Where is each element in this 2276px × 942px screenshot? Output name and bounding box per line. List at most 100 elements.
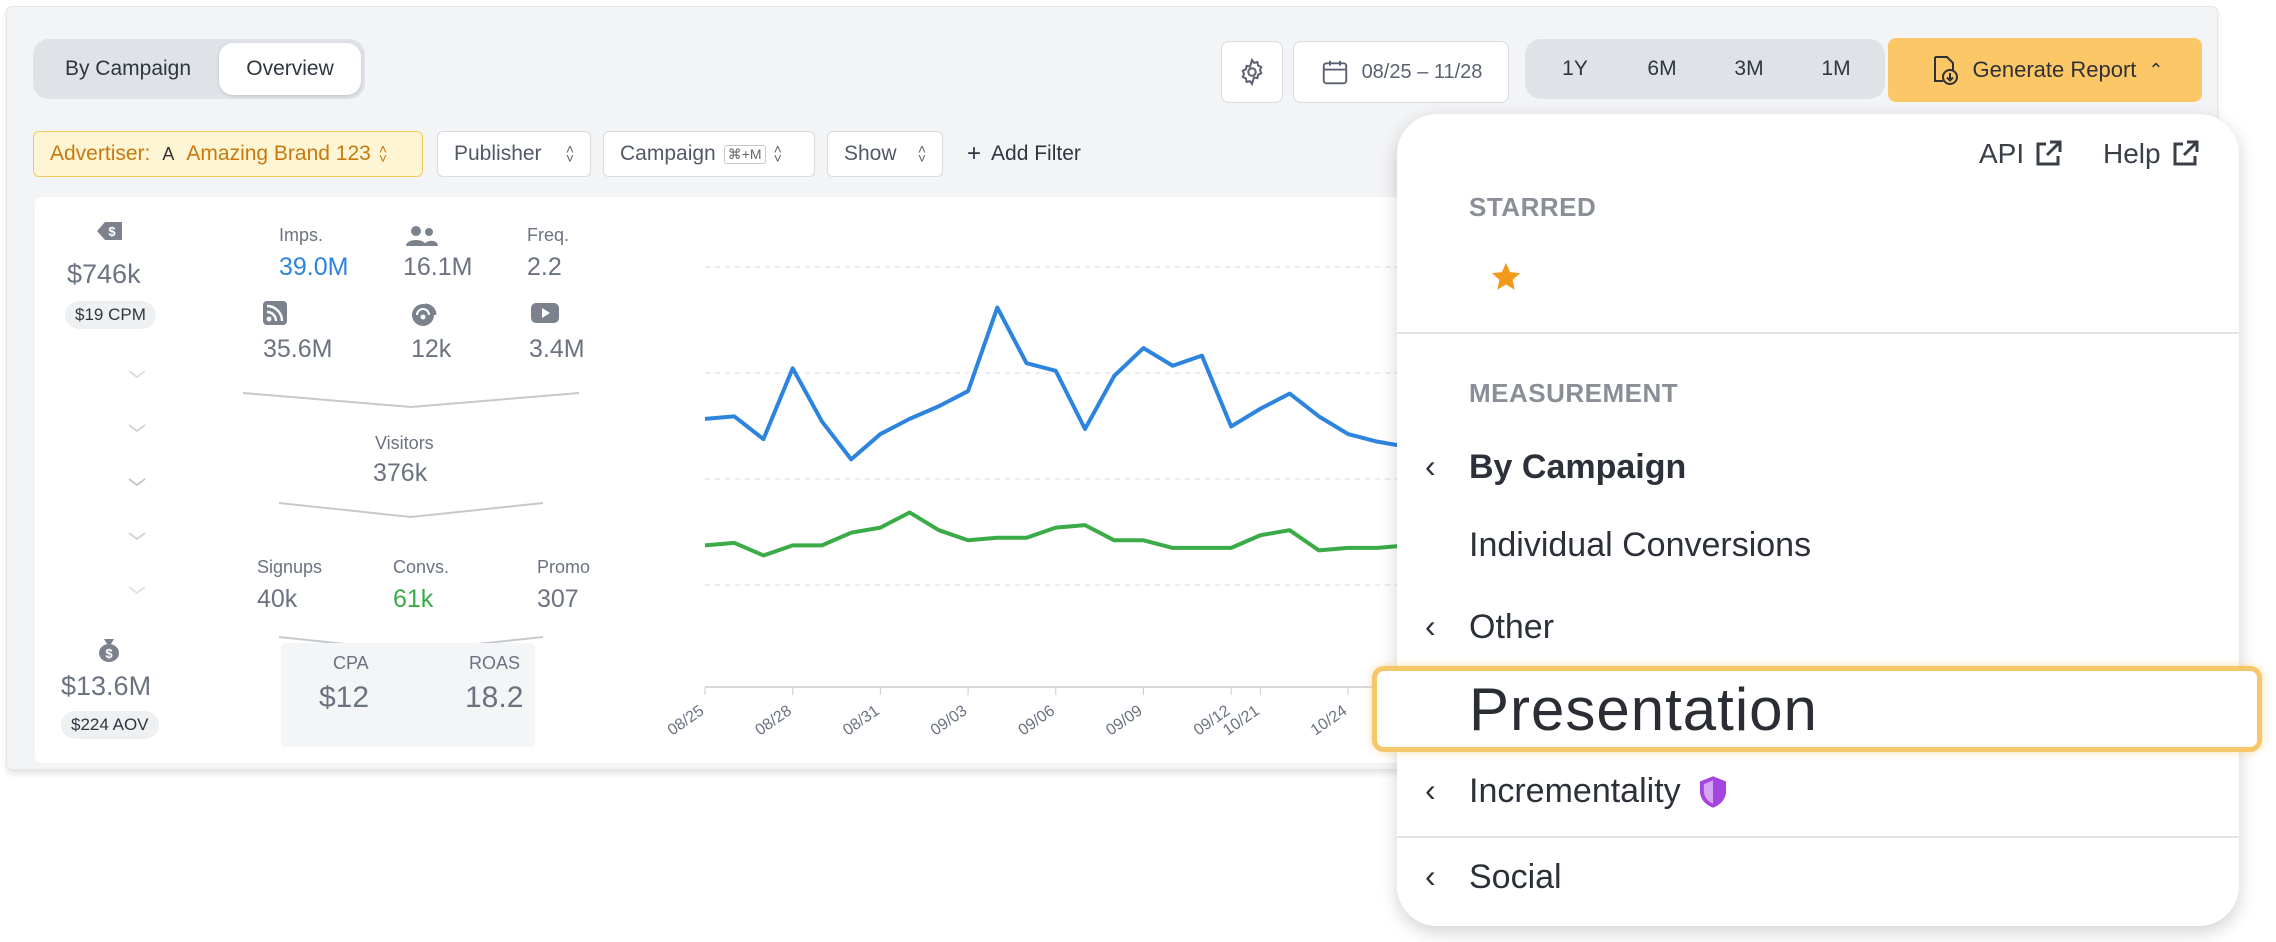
roas-value: 18.2 xyxy=(465,681,523,715)
advertiser-label: Advertiser: xyxy=(50,142,150,166)
chevron-up-icon: ⌃ xyxy=(2148,60,2163,81)
menu-item-incrementality[interactable]: Incrementality xyxy=(1469,772,1729,811)
visitors-label: Visitors xyxy=(375,433,434,454)
star-icon[interactable] xyxy=(1489,260,1523,294)
line-chart: 08/2508/2808/3109/0309/0609/0909/1210/21… xyxy=(665,217,1485,757)
tab-by-campaign[interactable]: By Campaign xyxy=(37,43,219,95)
imps-value: 39.0M xyxy=(279,253,348,282)
cpm-badge: $19 CPM xyxy=(65,301,156,329)
show-filter[interactable]: Show ˄˅ xyxy=(827,131,943,177)
promo-label: Promo xyxy=(537,557,590,578)
series-line-1 xyxy=(705,512,1465,555)
menu-item-other[interactable]: Other xyxy=(1469,608,1554,647)
menu-item-individual-conversions[interactable]: Individual Conversions xyxy=(1469,526,1811,565)
podcast-value: 12k xyxy=(411,335,451,364)
date-range-picker[interactable]: 08/25 – 11/28 xyxy=(1293,41,1509,103)
x-tick-label: 10/24 xyxy=(1308,702,1351,739)
series-line-0 xyxy=(705,308,1465,460)
chevron-down-icon xyxy=(127,477,147,487)
cpa-roas-box: CPA $12 ROAS 18.2 xyxy=(281,643,535,747)
podcast-icon xyxy=(411,299,441,327)
shield-icon xyxy=(1697,775,1729,809)
price-tag-icon: $ xyxy=(93,219,125,243)
chevron-left-icon: ‹ xyxy=(1425,608,1436,645)
menu-divider xyxy=(1397,332,2239,334)
x-tick-label: 09/06 xyxy=(1016,702,1059,739)
external-link-icon xyxy=(2169,138,2201,170)
publisher-filter[interactable]: Publisher ˄˅ xyxy=(437,131,591,177)
range-1m[interactable]: 1M xyxy=(1793,43,1879,95)
chevron-left-icon: ‹ xyxy=(1425,448,1436,485)
advertiser-value: Amazing Brand 123 xyxy=(186,142,370,166)
x-tick-label: 09/09 xyxy=(1103,702,1146,739)
rss-value: 35.6M xyxy=(263,335,332,364)
tab-overview[interactable]: Overview xyxy=(219,43,361,95)
convs-label: Convs. xyxy=(393,557,449,578)
gear-icon xyxy=(1237,57,1267,87)
starred-header: STARRED xyxy=(1469,192,1596,223)
range-1y[interactable]: 1Y xyxy=(1531,43,1619,95)
chevron-down-icon xyxy=(127,423,147,433)
add-filter-label: Add Filter xyxy=(991,142,1081,166)
campaign-label: Campaign xyxy=(620,142,716,166)
generate-report-button[interactable]: Generate Report ⌃ xyxy=(1888,38,2202,102)
external-link-icon xyxy=(2032,138,2064,170)
help-link[interactable]: Help xyxy=(2103,138,2201,170)
signups-value: 40k xyxy=(257,585,297,614)
chevron-left-icon: ‹ xyxy=(1425,772,1436,809)
menu-item-social[interactable]: Social xyxy=(1469,858,1562,897)
advertiser-filter[interactable]: Advertiser: A Amazing Brand 123 ˄˅ xyxy=(33,131,423,177)
freq-value: 2.2 xyxy=(527,253,562,282)
updown-icon: ˄˅ xyxy=(379,145,387,163)
freq-label: Freq. xyxy=(527,225,569,246)
chevron-down-icon xyxy=(127,369,147,379)
calendar-icon xyxy=(1320,57,1350,87)
cpa-value: $12 xyxy=(319,681,369,715)
range-6m[interactable]: 6M xyxy=(1619,43,1705,95)
help-label: Help xyxy=(2103,138,2161,170)
chevron-down-icon xyxy=(127,531,147,541)
date-range-text: 08/25 – 11/28 xyxy=(1362,61,1483,84)
advertiser-initial: A xyxy=(162,144,174,165)
add-filter-button[interactable]: + Add Filter xyxy=(967,131,1081,177)
chevron-down-icon xyxy=(127,585,147,595)
spend-value: $746k xyxy=(67,259,141,290)
menu-item-by-campaign[interactable]: By Campaign xyxy=(1469,448,1686,487)
presentation-label: Presentation xyxy=(1469,675,1818,744)
updown-icon: ˄˅ xyxy=(918,145,926,163)
svg-text:$: $ xyxy=(105,646,113,661)
visitors-value: 376k xyxy=(373,459,427,488)
plus-icon: + xyxy=(967,140,981,168)
people-icon xyxy=(405,225,439,247)
funnel-divider xyxy=(279,501,543,521)
show-label: Show xyxy=(844,142,897,166)
cpa-label: CPA xyxy=(333,653,369,674)
generate-report-label: Generate Report xyxy=(1973,57,2137,83)
funnel-divider xyxy=(243,391,579,411)
updown-icon: ˄˅ xyxy=(566,145,574,163)
measurement-header: MEASUREMENT xyxy=(1469,378,1678,409)
campaign-filter[interactable]: Campaign ⌘+M ˄˅ xyxy=(603,131,815,177)
roas-label: ROAS xyxy=(469,653,520,674)
youtube-icon xyxy=(531,303,559,323)
publisher-label: Publisher xyxy=(454,142,542,166)
youtube-value: 3.4M xyxy=(529,335,585,364)
api-label: API xyxy=(1979,138,2024,170)
promo-value: 307 xyxy=(537,585,579,614)
convs-value: 61k xyxy=(393,585,433,614)
range-toggle: 1Y 6M 3M 1M xyxy=(1525,39,1885,99)
imps-label: Imps. xyxy=(279,225,323,246)
view-tabs: By Campaign Overview xyxy=(33,39,365,99)
chevron-left-icon: ‹ xyxy=(1425,858,1436,895)
report-dropdown-menu: API Help STARRED MEASUREMENT ‹ By Campai… xyxy=(1397,114,2239,926)
rss-icon xyxy=(263,301,287,325)
revenue-value: $13.6M xyxy=(61,671,151,702)
x-tick-label: 08/31 xyxy=(840,702,883,739)
aov-badge: $224 AOV xyxy=(61,711,159,739)
x-tick-label: 08/28 xyxy=(752,702,795,739)
range-3m[interactable]: 3M xyxy=(1705,43,1793,95)
x-tick-label: 08/25 xyxy=(665,702,707,739)
settings-button[interactable] xyxy=(1221,41,1283,103)
menu-item-presentation[interactable]: Presentation xyxy=(1372,666,2262,752)
api-link[interactable]: API xyxy=(1979,138,2064,170)
